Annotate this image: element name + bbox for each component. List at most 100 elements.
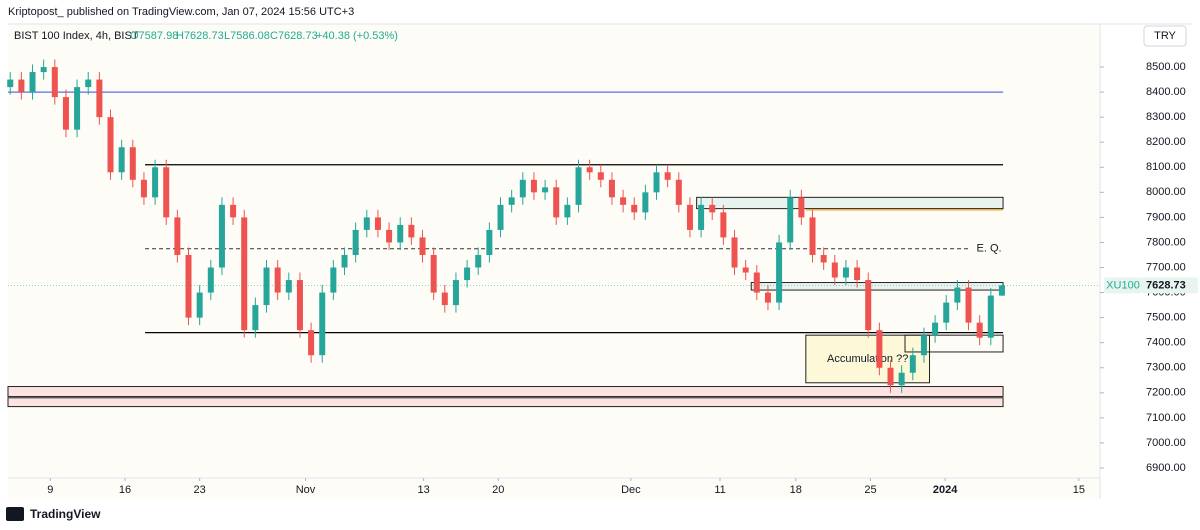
candle-body [553, 187, 560, 218]
candle-body [987, 295, 994, 338]
y-tick-label: 7100.00 [1146, 412, 1186, 424]
price-tag [1142, 277, 1198, 294]
zone [750, 282, 1004, 291]
x-tick-label: 15 [1073, 484, 1085, 496]
y-tick-label: 7500.00 [1146, 312, 1186, 324]
x-tick-label: Dec [621, 484, 641, 496]
candle-body [196, 292, 203, 318]
y-tick-label: 7900.00 [1146, 211, 1186, 223]
candle-body [85, 79, 92, 88]
currency[interactable]: TRY [1154, 30, 1176, 42]
candle-body [620, 197, 627, 205]
candle-body [464, 267, 471, 281]
level-label: E. Q. [977, 243, 1002, 255]
plot-area [8, 24, 1100, 499]
candle-body [352, 229, 359, 255]
legend-open: O7587.98 [130, 30, 178, 42]
symbol-tag [1104, 277, 1142, 294]
candle-body [742, 267, 749, 273]
candle-body [452, 280, 459, 306]
candle-body [586, 167, 593, 173]
candle-body [430, 254, 437, 293]
y-tick-label: 8500.00 [1146, 61, 1186, 73]
x-tick-label: 11 [714, 484, 725, 496]
candle-body [419, 237, 426, 255]
candle-body [809, 217, 816, 255]
zone-label: Accumulation ?? [827, 353, 908, 365]
currency-button[interactable] [1143, 25, 1187, 47]
candle-body [798, 197, 805, 218]
candle-body [341, 254, 348, 268]
candle-body [51, 67, 58, 98]
candle-body [631, 204, 638, 213]
logo [6, 507, 24, 521]
x-tick-label: 25 [864, 484, 876, 496]
x-tick-label: 16 [119, 484, 131, 496]
candle-body [686, 204, 693, 230]
candle-body [263, 267, 270, 306]
y-tick-label: 7700.00 [1146, 261, 1186, 273]
candle-body [753, 272, 760, 293]
candle-body [764, 292, 771, 303]
candle-body [207, 267, 214, 293]
price-label: 7628.73 [1146, 279, 1186, 291]
candle-body [308, 330, 315, 356]
zone [904, 334, 1004, 353]
candle-body [497, 204, 504, 230]
candle-body [820, 254, 827, 263]
candle-body [18, 79, 25, 93]
candle-body [898, 372, 905, 386]
candle-body [542, 187, 549, 193]
candle-body [508, 197, 515, 205]
x-tick-label: Nov [296, 484, 316, 496]
candle-body [865, 280, 872, 331]
candle-body [330, 267, 337, 293]
candle-body [519, 179, 526, 198]
candle-body [285, 280, 292, 293]
candle-body [887, 367, 894, 386]
x-tick-label: 13 [418, 484, 430, 496]
candle-body [597, 172, 604, 180]
y-tick-label: 8000.00 [1146, 186, 1186, 198]
y-tick-label: 7000.00 [1146, 437, 1186, 449]
x-tick-label: 18 [790, 484, 802, 496]
x-tick-label: 2024 [933, 484, 958, 496]
candle-body [174, 217, 181, 255]
zone [696, 196, 1004, 210]
zone [7, 397, 1004, 408]
candle-body [564, 204, 571, 218]
y-tick-label: 6900.00 [1146, 462, 1186, 474]
candle-body [943, 302, 950, 323]
candle-body [74, 87, 81, 130]
zone [7, 386, 1004, 398]
candle-body [787, 197, 794, 243]
candle-body [954, 287, 961, 303]
candle-body [842, 267, 849, 278]
x-tick-label: 9 [47, 484, 53, 496]
candle-body [909, 355, 916, 373]
candle-body [475, 254, 482, 268]
candle-body [241, 217, 248, 331]
legend-low: L7586.08 [224, 30, 270, 42]
candle-body [230, 204, 237, 218]
footer: TradingView [30, 507, 101, 521]
candle-body [96, 79, 103, 118]
candle-body [530, 179, 537, 193]
candle-body [965, 287, 972, 323]
candle-body [731, 237, 738, 268]
candle-body [698, 204, 705, 230]
candle-body [653, 172, 660, 193]
x-tick-label: 20 [492, 484, 504, 496]
candle-body [642, 192, 649, 213]
candle-body [854, 267, 861, 281]
candle-body [40, 67, 47, 73]
candle-body [296, 280, 303, 331]
candle-body [932, 322, 939, 336]
candle-body [274, 267, 281, 293]
candle-body [720, 212, 727, 238]
candle-body [374, 217, 381, 230]
candle-body [163, 167, 170, 218]
candle-body [776, 242, 783, 303]
